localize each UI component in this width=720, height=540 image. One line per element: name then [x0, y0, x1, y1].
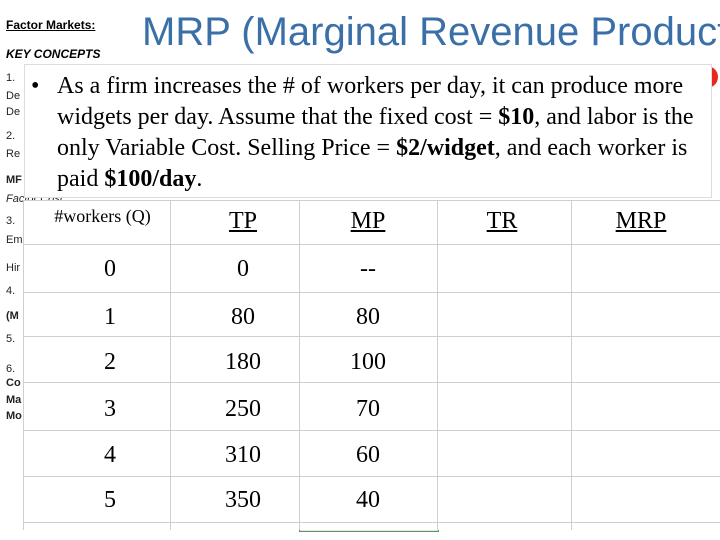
- header-mrp: MRP: [615, 208, 667, 234]
- bullet-body: As a firm increases the # of workers per…: [31, 71, 701, 195]
- table-cell-tp: 180: [225, 349, 261, 375]
- table-cell-q: 0: [104, 256, 116, 282]
- table-cell-mp: 60: [356, 442, 380, 468]
- table-col-divider: [437, 200, 438, 530]
- bullet-part: , and each worker is paid: [57, 135, 688, 192]
- sidebar-fragment: 6.: [6, 363, 16, 375]
- fixed-cost-value: $10: [498, 104, 535, 130]
- table-col-divider: [571, 200, 572, 530]
- sidebar-fragment: Mo: [6, 410, 22, 422]
- table-col-divider: [299, 200, 300, 530]
- sidebar-fragment: 3.: [6, 215, 16, 227]
- table-cell-tp: 310: [225, 442, 261, 468]
- sidebar-fragment: 5.: [6, 333, 16, 345]
- table-cell-tp: 80: [231, 304, 255, 330]
- bullet-box: • As a firm increases the # of workers p…: [24, 64, 712, 198]
- bullet-icon: •: [31, 73, 40, 99]
- table-row-divider: [23, 244, 720, 245]
- sidebar-subtitle: KEY CONCEPTS: [6, 47, 101, 61]
- bullet-text: • As a firm increases the # of workers p…: [31, 71, 701, 195]
- header-workers: #workers (Q): [54, 206, 151, 226]
- data-table: #workers (Q) TP MP TR MRP 0 0 -- 1 80 80 2 180 1…: [23, 200, 720, 530]
- bullet-part: .: [196, 166, 203, 192]
- table-cell-q: 3: [104, 396, 116, 422]
- table-cell-mp: 40: [356, 487, 380, 513]
- sidebar-fragment: De: [6, 90, 21, 102]
- sidebar-fragment: MF: [6, 174, 22, 186]
- sidebar-fragment: De: [6, 106, 21, 118]
- table-cell-mp: 80: [356, 304, 380, 330]
- sidebar-fragment: Ma: [6, 394, 22, 406]
- table-cell-q: 4: [104, 442, 116, 468]
- table-cell-q: 1: [104, 304, 116, 330]
- sidebar-fragment: Em: [6, 234, 23, 246]
- sidebar-fragment: 1.: [6, 72, 16, 84]
- header-tr: TR: [486, 208, 518, 234]
- slide-title: MRP (Marginal Revenue Product): [142, 10, 720, 54]
- table-col-divider: [23, 200, 24, 530]
- sidebar-fragment: (M: [6, 310, 19, 322]
- bullet-part: , and labor is the only Variable Cost. S…: [57, 104, 694, 161]
- sidebar-title: Factor Markets:: [6, 18, 96, 32]
- table-cell-mp: 100: [350, 349, 386, 375]
- sidebar-fragment: Hir: [6, 262, 21, 274]
- sidebar-fragment: Co: [6, 377, 21, 389]
- table-row-divider: [23, 200, 720, 201]
- table-row-divider: [23, 430, 720, 431]
- header-tp: TP: [228, 208, 257, 234]
- sidebar-fragment: 2.: [6, 130, 16, 142]
- table-row-divider: [23, 292, 720, 293]
- table-cell-q: 5: [104, 487, 116, 513]
- wage-value: $100/day: [104, 166, 197, 192]
- table-row-divider: [23, 476, 720, 477]
- table-cell-mp: 70: [356, 396, 380, 422]
- table-cell-tp: 250: [225, 396, 261, 422]
- table-col-divider: [170, 200, 171, 530]
- table-cell-tp: 0: [237, 256, 249, 282]
- table-cell-q: 2: [104, 349, 116, 375]
- sidebar-fragment: 4.: [6, 285, 16, 297]
- table-cell-tp: 350: [225, 487, 261, 513]
- table-row-divider: [23, 522, 720, 523]
- bullet-part: As a firm increases the # of workers per…: [57, 73, 684, 130]
- price-value: $2/widget: [396, 135, 495, 161]
- table-cell-mp: --: [360, 256, 376, 282]
- table-row-divider: [23, 382, 720, 383]
- table-row-divider: [23, 336, 720, 337]
- header-mp: MP: [350, 208, 386, 234]
- sidebar-fragment: Re: [6, 148, 21, 160]
